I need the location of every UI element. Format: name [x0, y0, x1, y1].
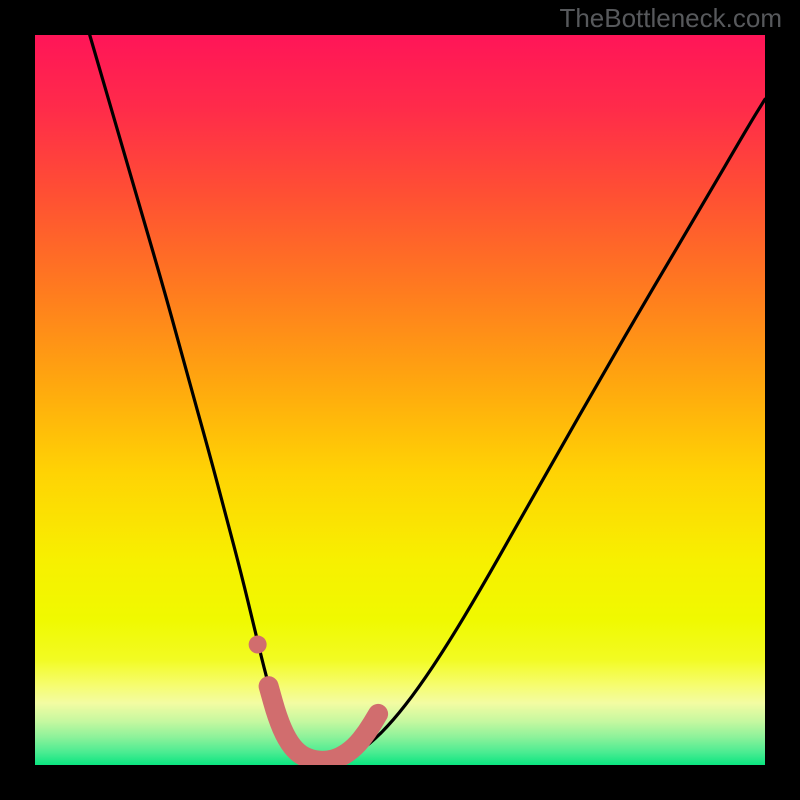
chart-svg	[35, 35, 765, 765]
overlay-dot	[249, 636, 267, 654]
gradient-background	[35, 35, 765, 765]
watermark-text: TheBottleneck.com	[559, 3, 782, 34]
chart-canvas: TheBottleneck.com	[0, 0, 800, 800]
plot-area	[35, 35, 765, 765]
